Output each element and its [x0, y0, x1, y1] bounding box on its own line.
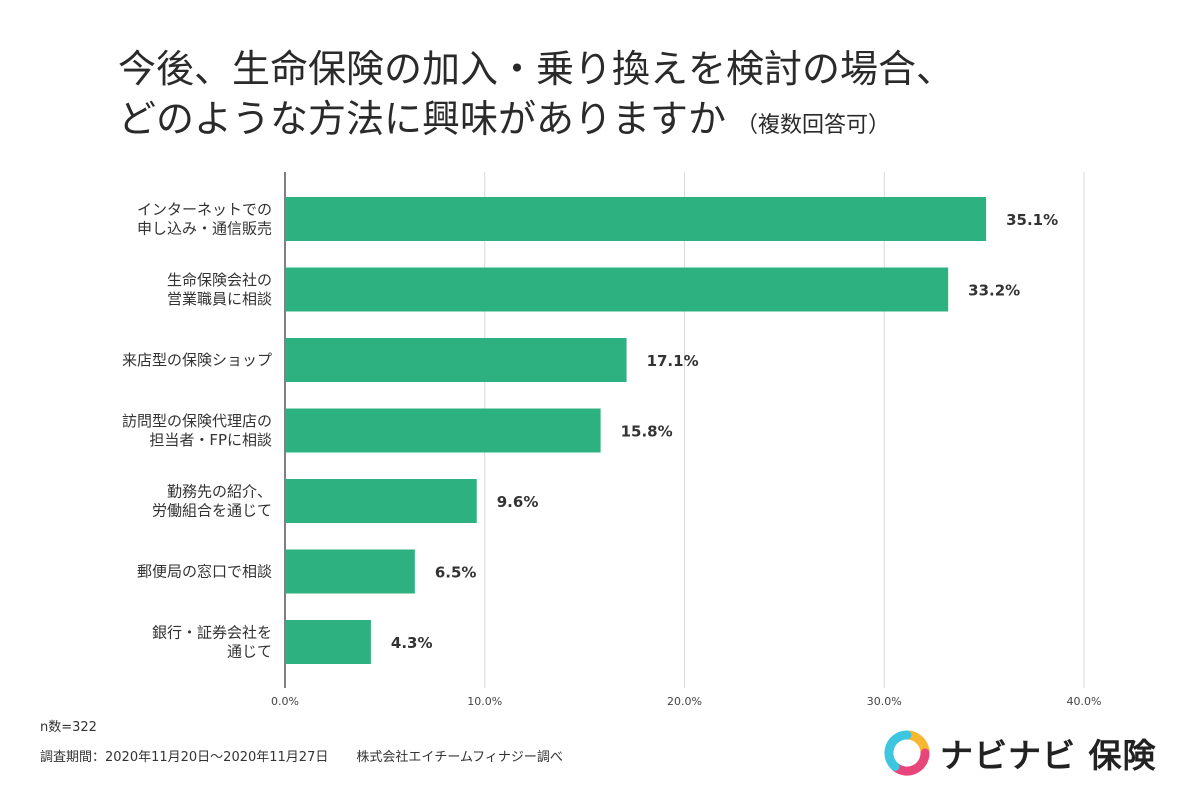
x-tick-label: 0.0% [271, 695, 299, 708]
bar [285, 267, 949, 312]
title-line-1: 今後、生命保険の加入・乗り換えを検討の場合、 [118, 47, 955, 91]
value-label: 35.1% [1006, 211, 1058, 229]
bar [285, 408, 601, 453]
bar [285, 338, 627, 382]
value-label: 17.1% [647, 352, 699, 370]
category-label: 労働組合を通じて [152, 502, 272, 520]
value-label: 4.3% [391, 634, 433, 652]
category-label: 銀行・証券会社を [152, 624, 272, 642]
category-label: 郵便局の窓口で相談 [137, 563, 272, 581]
value-label: 15.8% [621, 423, 673, 441]
sample-size: n数=322 [40, 720, 97, 735]
bar [285, 620, 371, 664]
category-label: 通じて [227, 643, 272, 661]
category-label: 勤務先の紹介、 [167, 483, 272, 501]
x-tick-label: 40.0% [1067, 695, 1102, 708]
logo-text: ナビナビ 保険 [940, 736, 1157, 775]
category-label: 来店型の保険ショップ [122, 351, 272, 369]
ring-logo-icon [884, 730, 930, 776]
chart-title: 今後、生命保険の加入・乗り換えを検討の場合、 どのような方法に興味がありますか （… [118, 44, 954, 151]
x-tick-label: 20.0% [667, 695, 702, 708]
value-label: 6.5% [435, 564, 477, 582]
category-label: 担当者・FPに相談 [149, 431, 272, 449]
category-label: 生命保険会社の [167, 271, 272, 289]
bar [285, 549, 415, 594]
title-note: （複数回答可） [736, 113, 891, 138]
bar [285, 479, 477, 523]
value-label: 33.2% [968, 282, 1020, 300]
bar [285, 197, 987, 241]
category-label: インターネットでの [137, 201, 272, 219]
survey-period: 調査期間：2020年11月20日～2020年11月27日 [40, 750, 329, 765]
title-line-2-text: どのような方法に興味がありますか [118, 97, 727, 141]
category-label: 訪問型の保険代理店の [122, 412, 272, 430]
category-label: 申し込み・通信販売 [137, 220, 272, 238]
logo: ナビナビ 保険 [882, 728, 1157, 778]
category-label: 営業職員に相談 [167, 290, 272, 308]
x-tick-label: 10.0% [467, 695, 502, 708]
title-line-2: どのような方法に興味がありますか （複数回答可） [118, 94, 954, 151]
survey-credit: 株式会社エイチームフィナジー調べ [356, 750, 563, 765]
value-label: 9.6% [497, 493, 539, 511]
x-tick-label: 30.0% [867, 695, 902, 708]
survey-info: 調査期間：2020年11月20日～2020年11月27日 株式会社エイチームフィナ… [40, 746, 563, 765]
